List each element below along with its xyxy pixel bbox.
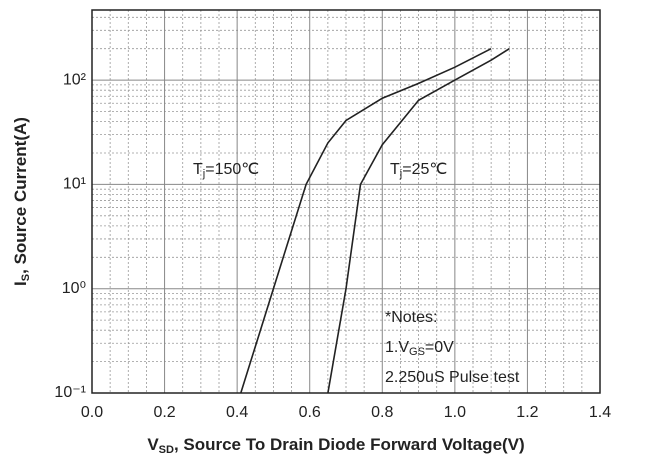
series-label: Tj=150℃: [193, 161, 259, 180]
note: 2.250uS Pulse test: [385, 369, 520, 386]
series-label-rest: =150℃: [205, 161, 259, 178]
note-main: 2.250uS Pulse test: [385, 369, 520, 386]
x-tick-label: 0.6: [299, 404, 321, 421]
series-line: [240, 47, 492, 394]
y-axis-label-rest: , Source Current(A): [11, 117, 30, 274]
x-axis-label-rest: , Source To Drain Diode Forward Voltage(…: [174, 435, 525, 454]
y-axis-label-sub: S: [20, 274, 32, 281]
series-label: Tj=25℃: [390, 161, 447, 180]
y-axis-label-main: I: [11, 281, 30, 286]
y-axis-label: IS, Source Current(A): [11, 117, 31, 286]
x-tick-label: 1.2: [516, 404, 538, 421]
x-tick-label: 0.8: [371, 404, 393, 421]
y-tick-label: 10¹: [63, 176, 86, 193]
series-line: [327, 48, 510, 394]
note: *Notes:: [385, 309, 437, 326]
note-sub: GS: [409, 346, 425, 358]
x-tick-label: 0.4: [226, 404, 248, 421]
y-tick-label: 10⁰: [62, 280, 86, 297]
plot-frame: [91, 9, 601, 394]
note-main: *Notes:: [385, 309, 437, 326]
x-tick-label: 0.0: [81, 404, 103, 421]
series-label-sub: j: [399, 168, 402, 180]
series-label-main: T: [193, 161, 203, 178]
x-tick-label: 1.4: [589, 404, 611, 421]
x-tick-label: 0.2: [153, 404, 175, 421]
note: 1.VGS=0V: [385, 339, 454, 358]
x-axis-label: VSD, Source To Drain Diode Forward Volta…: [147, 435, 524, 455]
y-tick-label: 10²: [63, 71, 87, 88]
y-tick-label: 10⁻¹: [54, 384, 86, 401]
series-label-sub: j: [202, 168, 205, 180]
series-label-main: T: [390, 161, 400, 178]
note-main: 1.V: [385, 339, 409, 356]
x-axis-label-main: V: [147, 435, 159, 454]
x-axis-label-sub: SD: [159, 444, 174, 456]
series-label-rest: =25℃: [402, 161, 447, 178]
x-tick-label: 1.0: [444, 404, 466, 421]
note-rest: =0V: [425, 339, 454, 356]
